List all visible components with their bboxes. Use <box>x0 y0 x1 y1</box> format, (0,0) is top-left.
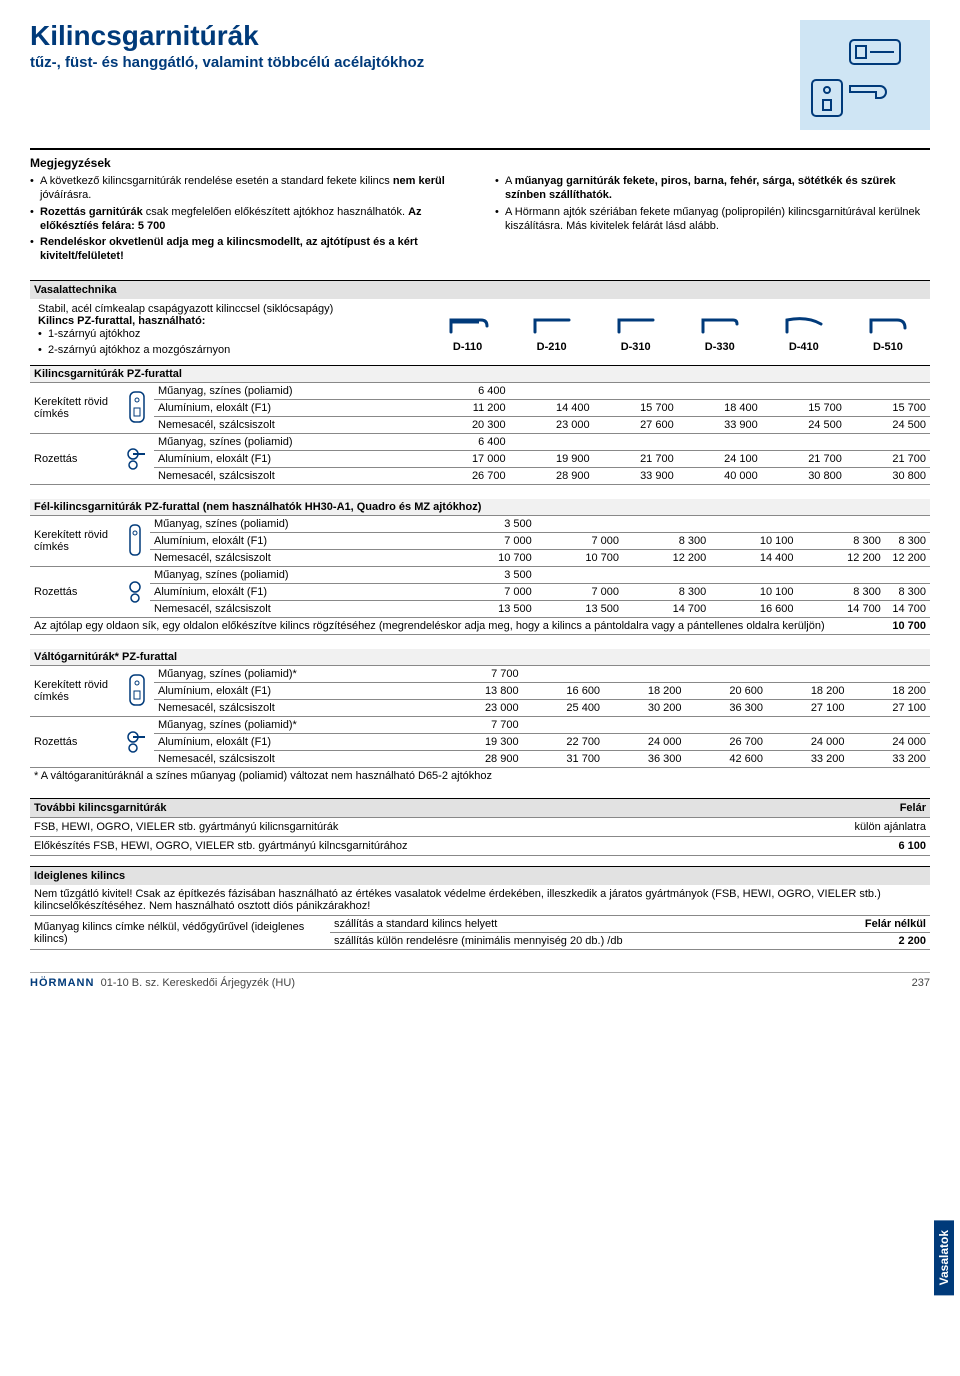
page-title: Kilincsgarnitúrák <box>30 20 780 52</box>
table-row: Alumínium, eloxált (F1)7 0007 0008 30010… <box>30 584 930 601</box>
fitting-icon <box>120 717 154 768</box>
handle-shape-icon <box>611 312 661 341</box>
table-fel: Fél-kilincsgarnitúrák PZ-furattal (nem h… <box>30 499 930 635</box>
table-row: Alumínium, eloxált (F1)17 00019 90021 70… <box>30 451 930 468</box>
note-item: A műanyag garnitúrák fekete, piros, barn… <box>495 174 930 203</box>
section-ideiglenes: Ideiglenes kilincs <box>30 866 930 885</box>
section-vasalattechnika: Vasalattechnika <box>30 280 930 299</box>
handle-shape-icon <box>527 312 577 341</box>
note-item: Rendeléskor okvetlenül adja meg a kilinc… <box>30 235 465 264</box>
product-illustration <box>800 20 930 130</box>
table-row: RozettásMűanyag, színes (poliamid)6 400 <box>30 434 930 451</box>
fitting-icon <box>120 383 154 434</box>
table-kilincsgarniturak: Stabil, acél címkealap csapágyazott kili… <box>30 299 930 486</box>
handle-shape-icon <box>779 312 829 341</box>
block-further: További kilincsgarnitúrákFelár FSB, HEWI… <box>30 798 930 856</box>
table-row: Alumínium, eloxált (F1)19 30022 70024 00… <box>30 734 930 751</box>
table-row: Nemesacél, szálcsiszolt10 70010 70012 20… <box>30 550 930 567</box>
page-number: 237 <box>912 977 930 989</box>
table-row: Kerekített rövid címkésMűanyag, színes (… <box>30 666 930 683</box>
note-item: A Hörmann ajtók szériában fekete műanyag… <box>495 205 930 234</box>
brand-logo: HÖRMANN <box>30 977 94 989</box>
handle-shape-icon <box>695 312 745 341</box>
table-row: RozettásMűanyag, színes (poliamid)*7 700 <box>30 717 930 734</box>
note-item: Rozettás garnitúrák csak megfelelően elő… <box>30 205 465 234</box>
fitting-icon <box>120 434 154 485</box>
fitting-icon <box>120 567 150 618</box>
side-tab: Vasalatok <box>934 1220 954 1295</box>
handle-shape-icon <box>863 312 913 341</box>
table-ideiglenes: Műanyag kilincs címke nélkül, védőgyűrűv… <box>30 916 930 950</box>
table-row: Nemesacél, szálcsiszolt13 50013 50014 70… <box>30 601 930 618</box>
table-row: Alumínium, eloxált (F1)11 20014 40015 70… <box>30 400 930 417</box>
footer: HÖRMANN 01-10 B. sz. Kereskedői Árjegyzé… <box>30 972 930 989</box>
fitting-icon <box>120 666 154 717</box>
notes-heading: Megjegyzések <box>30 156 465 170</box>
ideiglenes-text: Nem tűzgátló kivitel! Csak az építkezés … <box>30 885 930 916</box>
table-row: Kerekített rövid címkésMűanyag, színes (… <box>30 383 930 400</box>
table-row: Nemesacél, szálcsiszolt20 30023 00027 60… <box>30 417 930 434</box>
table-valto: Váltógarnitúrák* PZ-furattal Kerekített … <box>30 649 930 784</box>
table-row: Nemesacél, szálcsiszolt23 00025 40030 20… <box>30 700 930 717</box>
table-row: RozettásMűanyag, színes (poliamid)3 500 <box>30 567 930 584</box>
page-subtitle: tűz-, füst- és hanggátló, valamint többc… <box>30 54 780 71</box>
table-row: Nemesacél, szálcsiszolt26 70028 90033 90… <box>30 468 930 485</box>
fitting-icon <box>120 516 150 567</box>
handle-shape-icon <box>443 312 493 341</box>
notes-block: Megjegyzések A következő kilincsgarnitúr… <box>30 148 930 266</box>
note-item: A következő kilincsgarnitúrák rendelése … <box>30 174 465 203</box>
table-row: Kerekített rövid címkésMűanyag, színes (… <box>30 516 930 533</box>
table-row: Nemesacél, szálcsiszolt28 90031 70036 30… <box>30 751 930 768</box>
table-row: Alumínium, eloxált (F1)7 0007 0008 30010… <box>30 533 930 550</box>
table-row: Alumínium, eloxált (F1)13 80016 60018 20… <box>30 683 930 700</box>
